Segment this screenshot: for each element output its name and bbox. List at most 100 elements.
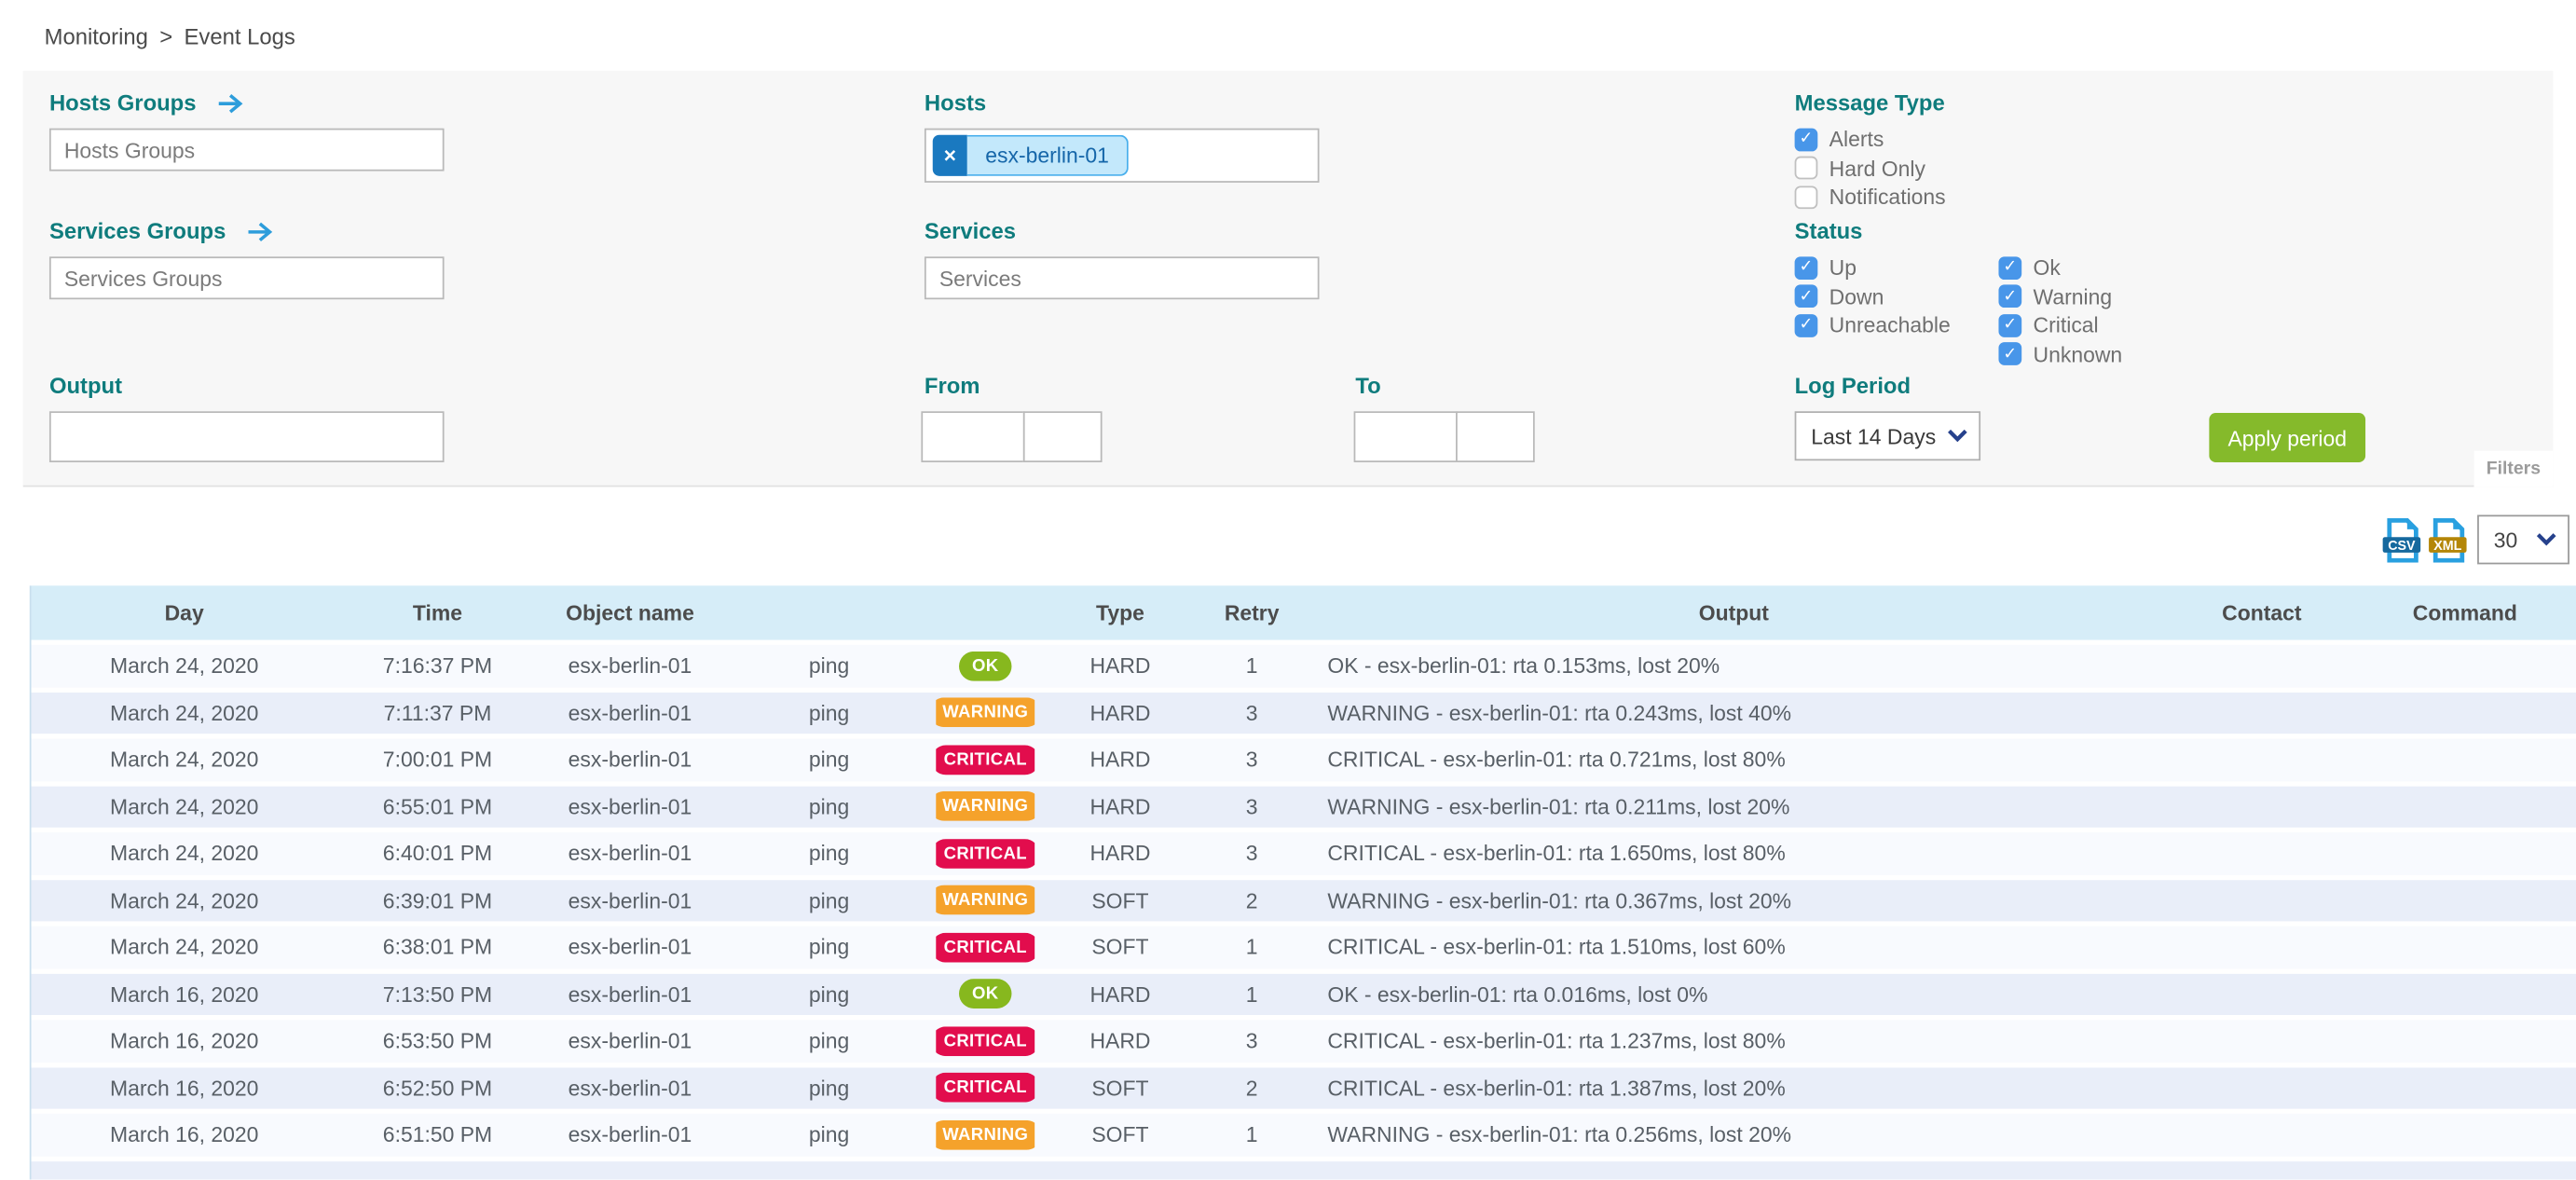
checkbox-critical[interactable]: Critical [1998, 311, 2122, 340]
cell-object-name: esx-berlin-01 [568, 700, 692, 725]
cell-status: WARNING [936, 791, 1035, 822]
checkbox-icon[interactable] [1998, 313, 2022, 337]
cell-retry: 1 [1245, 1122, 1258, 1147]
to-label: To [1355, 373, 1381, 399]
cell-service: ping [808, 1028, 850, 1054]
checkbox-up[interactable]: Up [1794, 254, 1951, 282]
message-type-label: Message Type [1794, 90, 1945, 116]
checkbox-icon[interactable] [1794, 313, 1818, 337]
cell-day: March 16, 2020 [109, 1075, 259, 1101]
header-contact: Contact [2222, 600, 2302, 625]
cell-object-name: esx-berlin-01 [568, 841, 692, 866]
checkbox-icon[interactable] [1794, 255, 1818, 280]
checkbox-down[interactable]: Down [1794, 282, 1951, 311]
table-row: March 16, 2020 6:53:50 PM esx-berlin-01 … [31, 1020, 2576, 1063]
hosts-input[interactable]: × esx-berlin-01 [924, 128, 1320, 183]
from-date-input[interactable] [921, 411, 1025, 462]
chip-remove-icon[interactable]: × [932, 134, 967, 176]
cell-output: CRITICAL - esx-berlin-01: rta 1.510ms, l… [1327, 934, 1786, 960]
from-time-input[interactable] [1022, 411, 1103, 462]
checkbox-unknown[interactable]: Unknown [1998, 339, 2122, 368]
header-command: Command [2412, 600, 2517, 625]
cell-day: March 16, 2020 [109, 1028, 259, 1054]
breadcrumb-item-monitoring[interactable]: Monitoring [44, 24, 148, 49]
cell-service: ping [808, 747, 850, 773]
checkbox-unreachable[interactable]: Unreachable [1794, 311, 1951, 340]
cell-type: HARD [1089, 653, 1151, 679]
apply-period-button[interactable]: Apply period [2209, 413, 2366, 462]
checkbox-icon[interactable] [1998, 284, 2022, 309]
checkbox-icon[interactable] [1998, 342, 2022, 366]
header-output: Output [1698, 600, 1769, 625]
table-row: March 24, 2020 6:39:01 PM esx-berlin-01 … [31, 879, 2576, 922]
page-size-select[interactable]: 30 [2477, 515, 2569, 565]
header-object-name: Object name [566, 600, 694, 625]
breadcrumb-item-event-logs[interactable]: Event Logs [184, 24, 295, 49]
table-row: March 24, 2020 7:00:01 PM esx-berlin-01 … [31, 738, 2576, 781]
cell-time: 6:38:01 PM [382, 934, 493, 960]
cell-service: ping [808, 934, 850, 960]
cell-retry: 3 [1245, 841, 1258, 866]
checkbox-alerts[interactable]: Alerts [1794, 125, 1946, 154]
checkbox-hard-only[interactable]: Hard Only [1794, 154, 1946, 183]
status-badge: WARNING [936, 791, 1035, 822]
checkbox-ok[interactable]: Ok [1998, 254, 2122, 282]
status-badge: CRITICAL [936, 1025, 1035, 1056]
status-label: Status [1794, 218, 1863, 244]
hosts-groups-arrow-icon[interactable] [217, 93, 243, 113]
from-label: From [924, 373, 980, 399]
export-csv-icon[interactable]: CSV [2382, 517, 2421, 562]
status-group-col1: Up Down Unreachable [1794, 254, 1951, 340]
cell-output: WARNING - esx-berlin-01: rta 0.211ms, lo… [1327, 794, 1790, 819]
hosts-label: Hosts [924, 90, 987, 116]
checkbox-icon[interactable] [1794, 185, 1818, 209]
cell-object-name: esx-berlin-01 [568, 981, 692, 1007]
output-input[interactable] [48, 411, 445, 462]
checkbox-notifications[interactable]: Notifications [1794, 183, 1946, 212]
cell-status: WARNING [936, 885, 1035, 915]
log-period-select[interactable]: Last 14 Days [1794, 411, 1981, 461]
cell-time: 7:16:37 PM [382, 653, 493, 679]
checkbox-icon[interactable] [1998, 255, 2022, 280]
services-input[interactable] [924, 256, 1320, 300]
cell-status: OK [936, 651, 1035, 681]
cell-output: CRITICAL - esx-berlin-01: rta 1.237ms, l… [1327, 1028, 1786, 1054]
cell-retry: 2 [1245, 1075, 1258, 1101]
checkbox-icon[interactable] [1794, 128, 1818, 151]
cell-service: ping [808, 887, 850, 913]
table-row-partial [31, 1160, 2576, 1179]
cell-status: WARNING [936, 697, 1035, 728]
cell-service: ping [808, 981, 850, 1007]
header-time: Time [412, 600, 463, 625]
checkbox-warning[interactable]: Warning [1998, 282, 2122, 311]
cell-service: ping [808, 794, 850, 819]
export-xml-icon[interactable]: XML [2428, 517, 2467, 562]
status-badge: OK [958, 979, 1012, 1009]
hosts-groups-input[interactable] [48, 128, 445, 172]
to-date-input[interactable] [1353, 411, 1458, 462]
to-time-input[interactable] [1456, 411, 1535, 462]
cell-type: SOFT [1091, 934, 1149, 960]
header-type: Type [1096, 600, 1144, 625]
checkbox-icon[interactable] [1794, 284, 1818, 309]
status-badge: CRITICAL [936, 1073, 1035, 1103]
status-badge: WARNING [936, 697, 1035, 728]
services-groups-arrow-icon[interactable] [247, 221, 273, 241]
cell-output: CRITICAL - esx-berlin-01: rta 0.721ms, l… [1327, 747, 1786, 773]
checkbox-icon[interactable] [1794, 157, 1818, 180]
filters-toggle[interactable]: Filters [2473, 450, 2554, 487]
cell-day: March 24, 2020 [109, 794, 259, 819]
host-chip-label: esx-berlin-01 [966, 134, 1130, 176]
cell-day: March 16, 2020 [109, 981, 259, 1007]
cell-output: CRITICAL - esx-berlin-01: rta 1.650ms, l… [1327, 841, 1786, 866]
cell-status: CRITICAL [936, 1025, 1035, 1056]
status-badge: WARNING [936, 885, 1035, 915]
hosts-groups-label: Hosts Groups [49, 90, 244, 116]
status-badge: CRITICAL [936, 932, 1035, 963]
cell-type: HARD [1089, 700, 1151, 725]
services-groups-label: Services Groups [49, 219, 274, 243]
breadcrumb: Monitoring > Event Logs [45, 24, 295, 48]
cell-time: 7:11:37 PM [383, 700, 492, 725]
cell-object-name: esx-berlin-01 [568, 1122, 692, 1147]
services-groups-input[interactable] [48, 256, 445, 300]
